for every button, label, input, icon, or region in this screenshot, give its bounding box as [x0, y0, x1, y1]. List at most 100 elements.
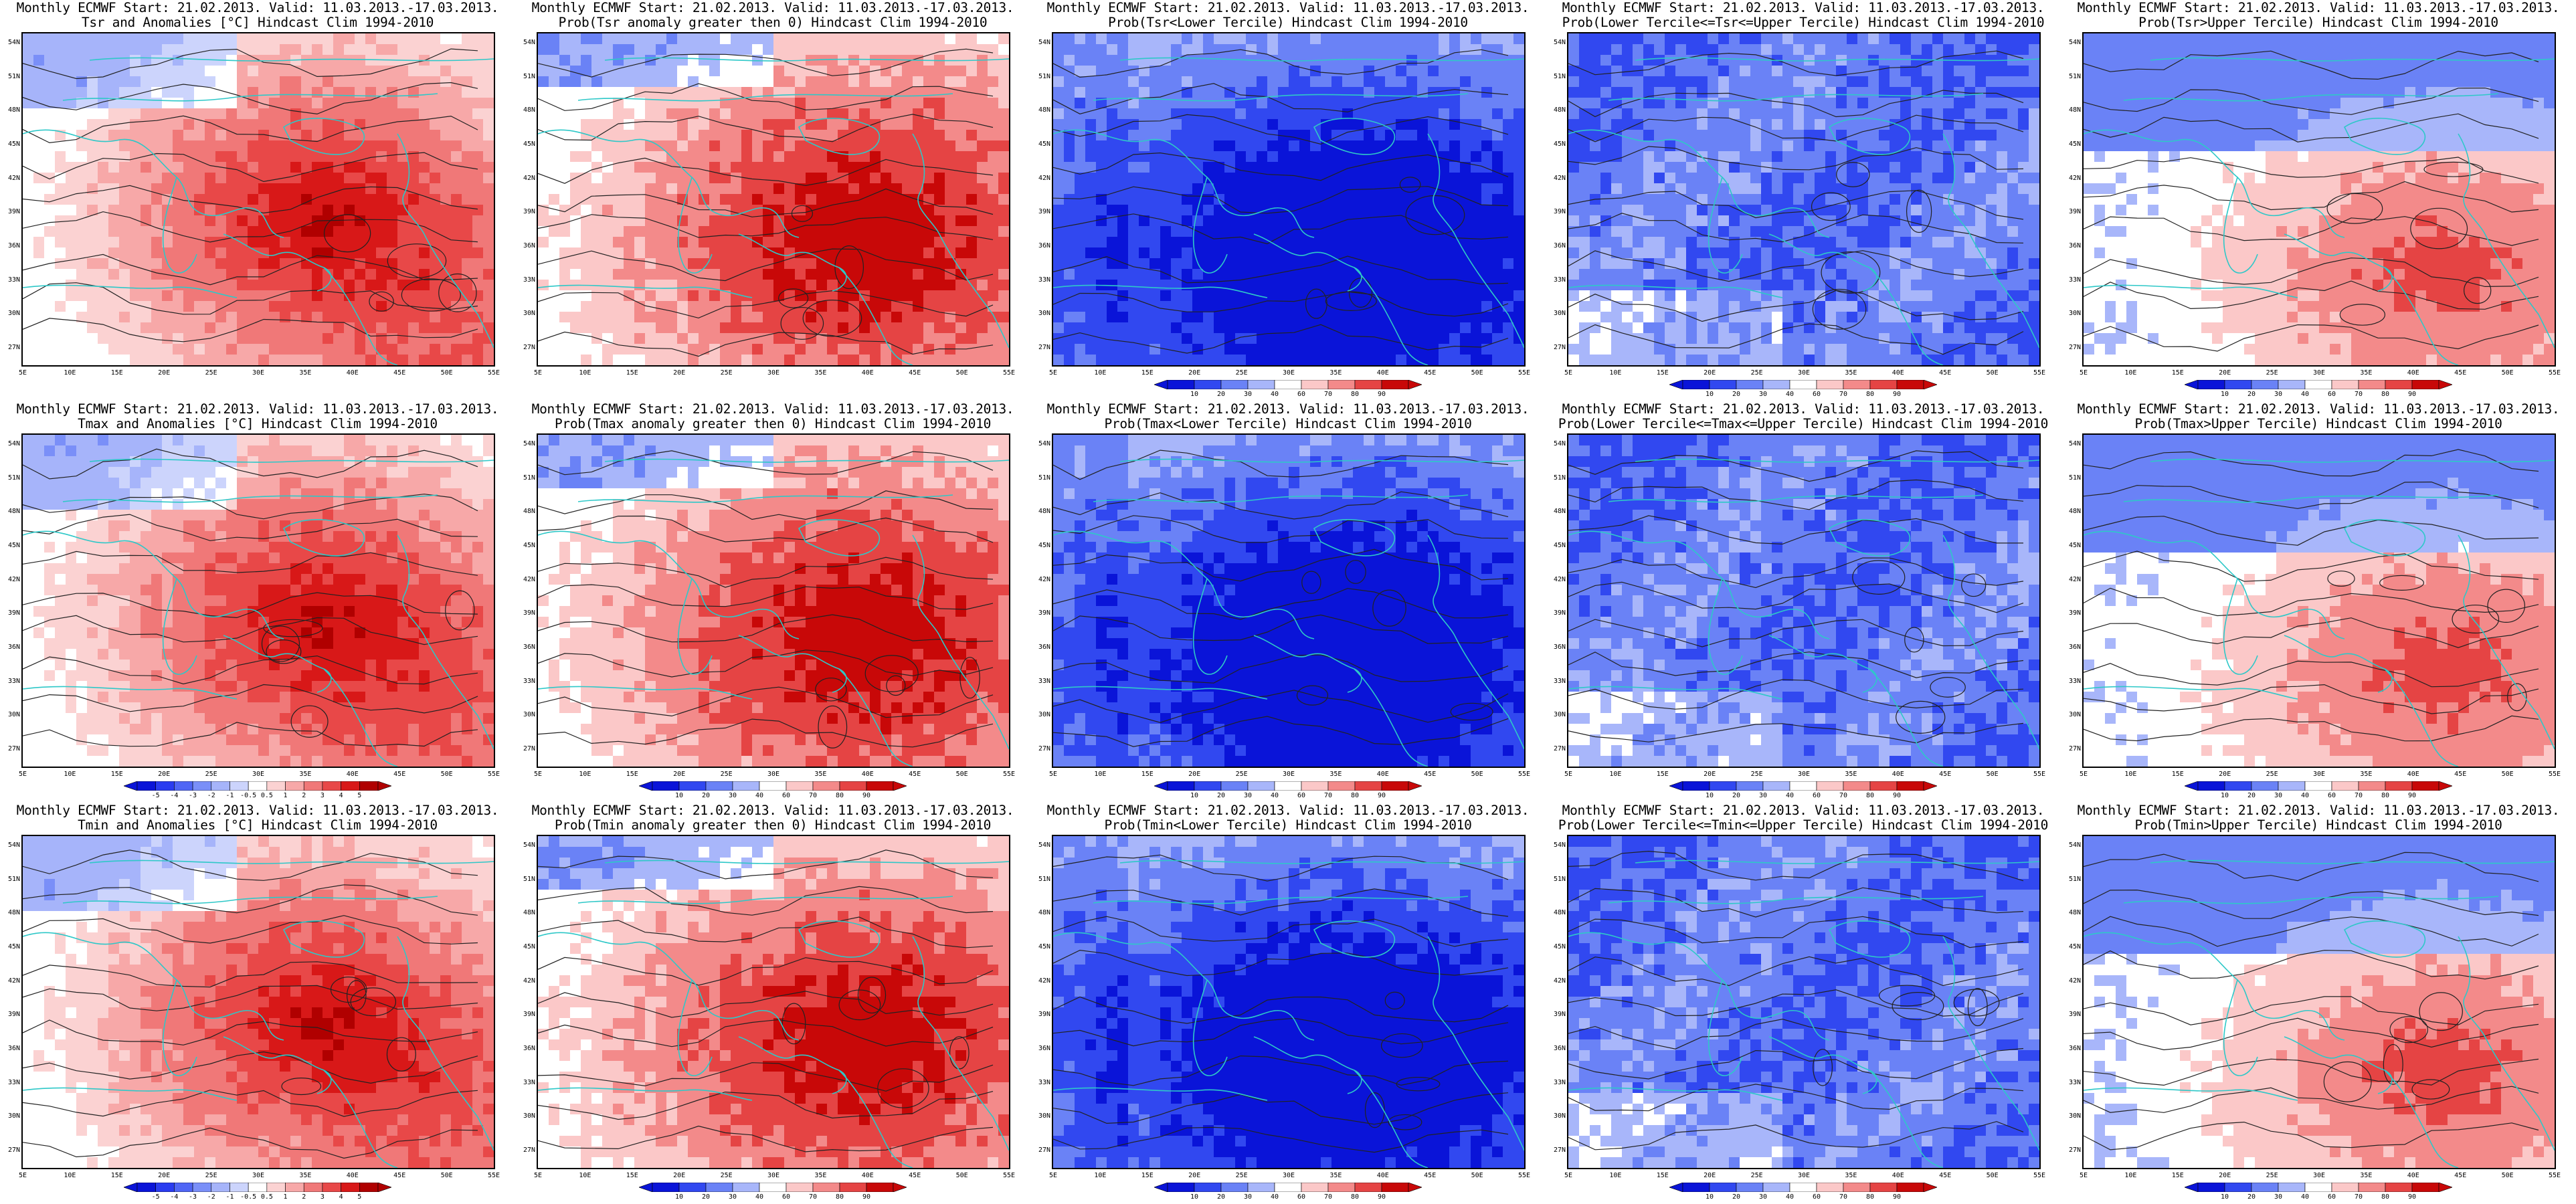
colorbar-label: 40: [1780, 391, 1800, 398]
longitude-label: 10E: [575, 1172, 595, 1179]
colorbar: [2185, 1183, 2452, 1192]
colorbar-label: -4: [164, 792, 184, 799]
latitude-label: 51N: [517, 73, 535, 80]
longitude-label: 55E: [999, 771, 1019, 778]
latitude-label: 30N: [517, 711, 535, 718]
longitude-label: 25E: [201, 771, 221, 778]
map-frame: [1052, 32, 1526, 367]
latitude-label: 30N: [2062, 1112, 2081, 1120]
longitude-label: 25E: [1747, 1172, 1767, 1179]
latitude-label: 54N: [517, 39, 535, 46]
temperature-contours: [23, 48, 478, 342]
longitude-label: 5E: [528, 1172, 548, 1179]
latitude-label: 39N: [1547, 208, 1566, 215]
coastlines: [538, 860, 1009, 1168]
longitude-label: 30E: [248, 1172, 268, 1179]
longitude-label: 35E: [295, 771, 315, 778]
latitude-label: 36N: [1547, 242, 1566, 249]
longitude-label: 10E: [60, 1172, 80, 1179]
longitude-label: 50E: [2498, 369, 2518, 377]
longitude-label: 50E: [437, 771, 457, 778]
colorbar: [1154, 380, 1422, 389]
colorbar-label: -2: [201, 1193, 221, 1201]
shaded-field: [1053, 836, 1524, 1168]
shaded-field: [1568, 33, 2039, 365]
longitude-label: 30E: [1794, 771, 1814, 778]
map-panel-tmax-lower: Monthly ECMWF Start: 21.02.2013. Valid: …: [1030, 401, 1546, 803]
colorbar-label: 60: [776, 1193, 796, 1201]
latitude-label: 27N: [2062, 1146, 2081, 1154]
colorbar-label: 60: [1291, 1193, 1311, 1201]
colorbar-label: 60: [1807, 792, 1827, 799]
colorbar: [124, 781, 391, 791]
longitude-label: 40E: [1888, 771, 1908, 778]
colorbar-label: 20: [1726, 391, 1746, 398]
colorbar: [1154, 1183, 1422, 1192]
map-frame: [2082, 433, 2556, 768]
latitude-label: 42N: [2062, 175, 2081, 182]
longitude-label: 40E: [858, 771, 878, 778]
colorbar: [1669, 380, 1937, 389]
map-panel-tsr-middle: Monthly ECMWF Start: 21.02.2013. Valid: …: [1546, 0, 2061, 401]
panel-title-line-1: Monthly ECMWF Start: 21.02.2013. Valid: …: [0, 401, 515, 417]
panel-title-line-2: Prob(Lower Tercile<=Tmin<=Upper Tercile)…: [1546, 817, 2061, 833]
longitude-label: 55E: [1514, 771, 1534, 778]
longitude-label: 20E: [669, 1172, 689, 1179]
coastlines: [23, 860, 494, 1168]
colorbar-label: 60: [2322, 391, 2342, 398]
colorbar-label: 10: [1184, 391, 1204, 398]
panel-title-line-1: Monthly ECMWF Start: 21.02.2013. Valid: …: [1546, 401, 2061, 417]
longitude-label: 35E: [1841, 1172, 1861, 1179]
longitude-label: 50E: [1983, 369, 2003, 377]
latitude-label: 39N: [1032, 208, 1050, 215]
colorbar-label: 20: [2241, 391, 2262, 398]
colorbar-label: 5: [349, 1193, 369, 1201]
colorbar-label: 70: [2349, 792, 2369, 799]
longitude-label: 30E: [763, 771, 784, 778]
temperature-contours: [1568, 50, 2024, 355]
temperature-contours: [23, 849, 478, 1159]
longitude-label: 40E: [2403, 1172, 2423, 1179]
longitude-label: 30E: [1794, 369, 1814, 377]
latitude-label: 33N: [2062, 678, 2081, 685]
colorbar-label: 80: [2375, 792, 2395, 799]
latitude-label: 39N: [1, 208, 20, 215]
latitude-label: 45N: [1547, 943, 1566, 950]
latitude-label: 54N: [2062, 841, 2081, 849]
colorbar-label: 10: [1699, 391, 1720, 398]
longitude-label: 45E: [2450, 369, 2470, 377]
latitude-label: 33N: [517, 1079, 535, 1086]
longitude-label: 55E: [2545, 369, 2565, 377]
colorbar-label: 30: [1238, 391, 1258, 398]
colorbar-label: -5: [146, 792, 166, 799]
longitude-label: 50E: [952, 369, 972, 377]
longitude-label: 5E: [1043, 369, 1063, 377]
latitude-label: 33N: [1032, 1079, 1050, 1086]
latitude-label: 48N: [1032, 909, 1050, 916]
latitude-label: 27N: [1, 745, 20, 752]
shaded-field-map: [1568, 836, 2039, 1168]
longitude-label: 45E: [1935, 1172, 1955, 1179]
map-frame: [1052, 835, 1526, 1169]
longitude-label: 15E: [1653, 1172, 1673, 1179]
longitude-label: 40E: [858, 1172, 878, 1179]
longitude-label: 25E: [1747, 771, 1767, 778]
longitude-label: 15E: [1137, 771, 1158, 778]
longitude-label: 25E: [1747, 369, 1767, 377]
map-frame: [2082, 835, 2556, 1169]
latitude-label: 54N: [1547, 39, 1566, 46]
coastlines: [1053, 57, 1524, 365]
longitude-label: 50E: [2498, 1172, 2518, 1179]
latitude-label: 33N: [1547, 678, 1566, 685]
longitude-label: 55E: [2545, 771, 2565, 778]
temperature-contours: [2084, 449, 2539, 742]
colorbar-label: 70: [1318, 792, 1338, 799]
shaded-field: [1053, 33, 1524, 365]
longitude-label: 5E: [2074, 369, 2094, 377]
longitude-label: 20E: [1699, 1172, 1720, 1179]
latitude-label: 42N: [1032, 576, 1050, 583]
colorbar-label: 40: [1265, 1193, 1285, 1201]
coastlines: [23, 57, 494, 365]
latitude-label: 48N: [2062, 909, 2081, 916]
latitude-label: 33N: [1, 678, 20, 685]
